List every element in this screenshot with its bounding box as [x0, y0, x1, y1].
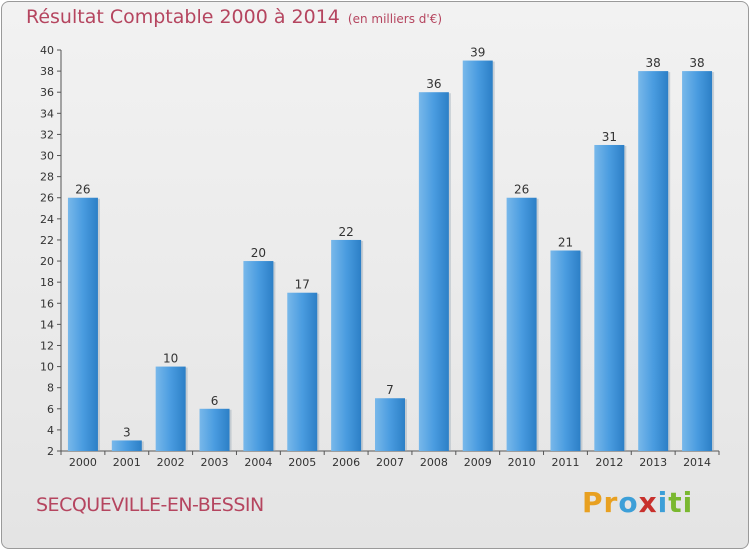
y-tick-label: 4 [47, 424, 54, 437]
x-tick-label: 2005 [288, 456, 316, 469]
x-tick-label: 2009 [464, 456, 492, 469]
y-tick-label: 34 [40, 107, 54, 120]
data-label: 26 [75, 183, 90, 197]
x-tick-label: 2013 [639, 456, 667, 469]
data-label: 6 [211, 394, 219, 408]
y-tick-label: 2 [47, 445, 54, 458]
data-label: 10 [163, 352, 178, 366]
brand-letter: i [682, 486, 694, 519]
x-tick-label: 2003 [201, 456, 229, 469]
x-tick-label: 2010 [508, 456, 536, 469]
bar [506, 197, 537, 451]
x-tick-label: 2012 [595, 456, 623, 469]
y-tick-label: 20 [40, 255, 54, 268]
x-tick-label: 2002 [157, 456, 185, 469]
brand-letter: i [657, 486, 669, 519]
y-tick-label: 14 [40, 318, 54, 331]
bar [331, 239, 362, 451]
data-label: 26 [514, 183, 529, 197]
brand-letter: r [603, 486, 619, 519]
x-tick-label: 2007 [376, 456, 404, 469]
y-tick-label: 32 [40, 128, 54, 141]
data-label: 31 [602, 130, 617, 144]
x-tick-label: 2008 [420, 456, 448, 469]
y-tick-label: 40 [40, 44, 54, 57]
x-tick-label: 2011 [551, 456, 579, 469]
data-label: 39 [470, 46, 485, 60]
bar [638, 71, 669, 452]
brand-letter: t [668, 486, 683, 519]
data-label: 22 [338, 225, 353, 239]
bar [375, 398, 405, 451]
y-tick-label: 16 [40, 297, 54, 310]
bar [594, 144, 625, 451]
data-label: 20 [251, 246, 266, 260]
brand-letter: o [618, 486, 639, 519]
chart-subtitle: (en milliers d'€) [347, 12, 443, 26]
y-tick-label: 22 [40, 234, 54, 247]
x-tick-label: 2014 [683, 456, 711, 469]
x-tick-label: 2006 [332, 456, 360, 469]
y-tick-label: 18 [40, 276, 54, 289]
bar [111, 440, 142, 451]
bar [418, 92, 449, 452]
x-tick-label: 2004 [244, 456, 272, 469]
brand-letter: P [582, 486, 604, 519]
bar [462, 60, 493, 451]
commune-name: SECQUEVILLE-EN-BESSIN [36, 494, 264, 516]
data-label: 38 [689, 56, 704, 70]
data-label: 21 [558, 236, 573, 250]
bar [550, 250, 581, 451]
x-tick-label: 2001 [113, 456, 141, 469]
bar [682, 71, 713, 452]
y-tick-label: 10 [40, 361, 54, 374]
y-tick-label: 12 [40, 339, 54, 352]
y-tick-label: 30 [40, 150, 54, 163]
y-tick-label: 24 [40, 213, 54, 226]
bar [199, 408, 230, 451]
brand-letter: x [638, 486, 658, 519]
bar [243, 261, 274, 451]
chart-title: Résultat Comptable 2000 à 2014 (en millie… [26, 6, 442, 28]
bar [67, 197, 98, 451]
y-tick-label: 8 [47, 382, 54, 395]
y-tick-label: 26 [40, 192, 54, 205]
bar [155, 366, 186, 451]
bar [287, 292, 318, 451]
y-tick-label: 38 [40, 65, 54, 78]
y-tick-label: 28 [40, 171, 54, 184]
y-tick-label: 6 [47, 403, 54, 416]
data-label: 38 [646, 56, 661, 70]
data-label: 3 [123, 425, 131, 439]
x-tick-label: 2000 [69, 456, 97, 469]
data-label: 7 [386, 383, 394, 397]
proxiti-logo: Proxiti [582, 486, 693, 519]
y-tick-label: 36 [40, 86, 54, 99]
data-label: 36 [426, 77, 441, 91]
data-label: 17 [295, 278, 310, 292]
chart-title-text: Résultat Comptable 2000 à 2014 [26, 6, 340, 28]
